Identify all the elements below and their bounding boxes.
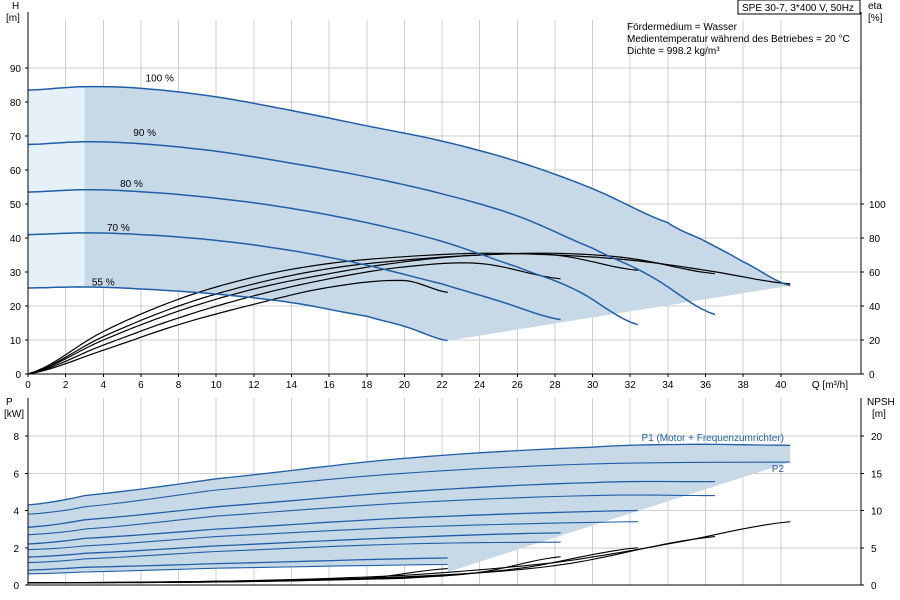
y-tick-label: 0: [15, 370, 21, 381]
y2-tick-label: 100: [869, 200, 886, 211]
y2-axis-label-symbol: eta: [868, 1, 882, 12]
y-tick-label: 70: [10, 132, 22, 143]
x-tick-label: 26: [512, 380, 524, 391]
p2-curve-55: [27, 563, 448, 575]
y-tick-label: 60: [10, 166, 22, 177]
p-tick-label: 4: [13, 507, 19, 518]
x-tick-label: 32: [625, 380, 637, 391]
npsh-curve-80: [27, 547, 638, 584]
y2-tick-label: 60: [869, 268, 881, 279]
info-line: Medientemperatur während des Betriebes =…: [627, 34, 850, 45]
x-tick-label: 20: [399, 380, 411, 391]
x-tick-label: 18: [361, 380, 373, 391]
info-line: Fördermedium = Wasser: [627, 22, 738, 33]
x-tick-label: 6: [138, 380, 144, 391]
npsh-tick-label: 0: [871, 581, 877, 592]
npsh-axis-label-symbol: NPSH: [867, 397, 895, 408]
head-curve-55: [27, 286, 448, 342]
speed-label: 80 %: [120, 179, 143, 190]
x-tick-label: 30: [587, 380, 599, 391]
p1-curve-55: [27, 557, 448, 571]
p2-curve-80: [27, 521, 638, 551]
head-panel: 100 %90 %80 %70 %55 %0 2 4 6 8 10 12 14 16 18 20 22…: [6, 0, 886, 391]
operating-area-light: [28, 86, 85, 288]
npsh-tick-label: 10: [871, 507, 883, 518]
model-label: SPE 30-7, 3*400 V, 50Hz: [737, 0, 861, 15]
efficiency-curve-80: [27, 253, 638, 375]
p1-label: P1 (Motor + Frequenzumrichter): [641, 433, 784, 444]
x-tick-label: 8: [176, 380, 182, 391]
y2-tick-label: 0: [869, 370, 875, 381]
p-axis-label-unit: [kW]: [4, 409, 24, 420]
p2-curve-100: [27, 461, 791, 515]
x-tick-label: 38: [738, 380, 750, 391]
y-tick-label: 50: [10, 200, 22, 211]
y-tick-label: 90: [10, 64, 22, 75]
x-tick-label: 40: [775, 380, 787, 391]
x-tick-label: 4: [100, 380, 106, 391]
model-label-text: SPE 30-7, 3*400 V, 50Hz: [742, 3, 854, 14]
x-tick-label: 36: [700, 380, 712, 391]
p-axis-label-symbol: P: [6, 397, 13, 408]
npsh-tick-label: 20: [871, 432, 883, 443]
speed-label: 55 %: [92, 278, 115, 289]
x-tick-label: 0: [25, 380, 31, 391]
speed-label: 90 %: [133, 128, 156, 139]
x-axis-label: Q [m³/h]: [812, 380, 848, 391]
info-line: Dichte = 998.2 kg/m³: [627, 46, 720, 57]
x-tick-label: 24: [474, 380, 486, 391]
y-tick-label: 40: [10, 234, 22, 245]
x-tick-label: 12: [248, 380, 260, 391]
p1-curve-100: [27, 443, 791, 506]
y-axis-label-unit: [m]: [6, 13, 20, 24]
y-tick-label: 80: [10, 98, 22, 109]
efficiency-curve-55: [27, 279, 448, 375]
p1-curve-90: [27, 480, 715, 528]
p1-curve-80: [27, 509, 638, 545]
npsh-axis-label-unit: [m]: [872, 409, 886, 420]
p-tick-label: 0: [13, 581, 19, 592]
npsh-tick-label: 5: [871, 544, 877, 555]
p-tick-label: 8: [13, 432, 19, 443]
x-tick-label: 22: [436, 380, 448, 391]
head-curve-80: [27, 188, 639, 326]
power-operating-area: [28, 444, 791, 574]
npsh-tick-label: 15: [871, 469, 883, 480]
power-panel: 0 2 4 6 8 0 5 10 15 20 P[kW] NPSH[m] P1 (Motor + Fre…: [4, 397, 895, 592]
y2-axis-label-unit: [%]: [868, 13, 883, 24]
x-tick-label: 34: [662, 380, 674, 391]
y-tick-label: 20: [10, 302, 22, 313]
head-curve-90: [27, 141, 716, 316]
speed-label: 100 %: [146, 74, 174, 85]
y2-tick-label: 40: [869, 302, 881, 313]
y2-tick-label: 80: [869, 234, 881, 245]
x-tick-label: 28: [549, 380, 561, 391]
x-tick-label: 16: [324, 380, 336, 391]
efficiency-curve-90: [27, 252, 715, 375]
y-tick-label: 10: [10, 336, 22, 347]
head-curve-100: [27, 85, 791, 287]
operating-area: [84, 86, 791, 341]
p2-curve-90: [27, 494, 715, 536]
x-tick-label: 2: [63, 380, 69, 391]
x-tick-label: 10: [211, 380, 223, 391]
p2-label: P2: [772, 464, 785, 475]
x-tick-label: 14: [286, 380, 298, 391]
efficiency-curve-70: [27, 262, 561, 375]
y-tick-label: 30: [10, 268, 22, 279]
y2-tick-label: 20: [869, 336, 881, 347]
model-label-box: [737, 0, 861, 15]
p2-curve-70: [27, 541, 561, 564]
p-tick-label: 6: [13, 469, 19, 480]
y-axis-label-symbol: H: [12, 1, 19, 12]
p-tick-label: 2: [13, 544, 19, 555]
p1-curve-70: [27, 532, 561, 558]
head-curve-70: [27, 232, 561, 321]
npsh-curve-55: [27, 568, 448, 584]
speed-label: 70 %: [107, 223, 130, 234]
